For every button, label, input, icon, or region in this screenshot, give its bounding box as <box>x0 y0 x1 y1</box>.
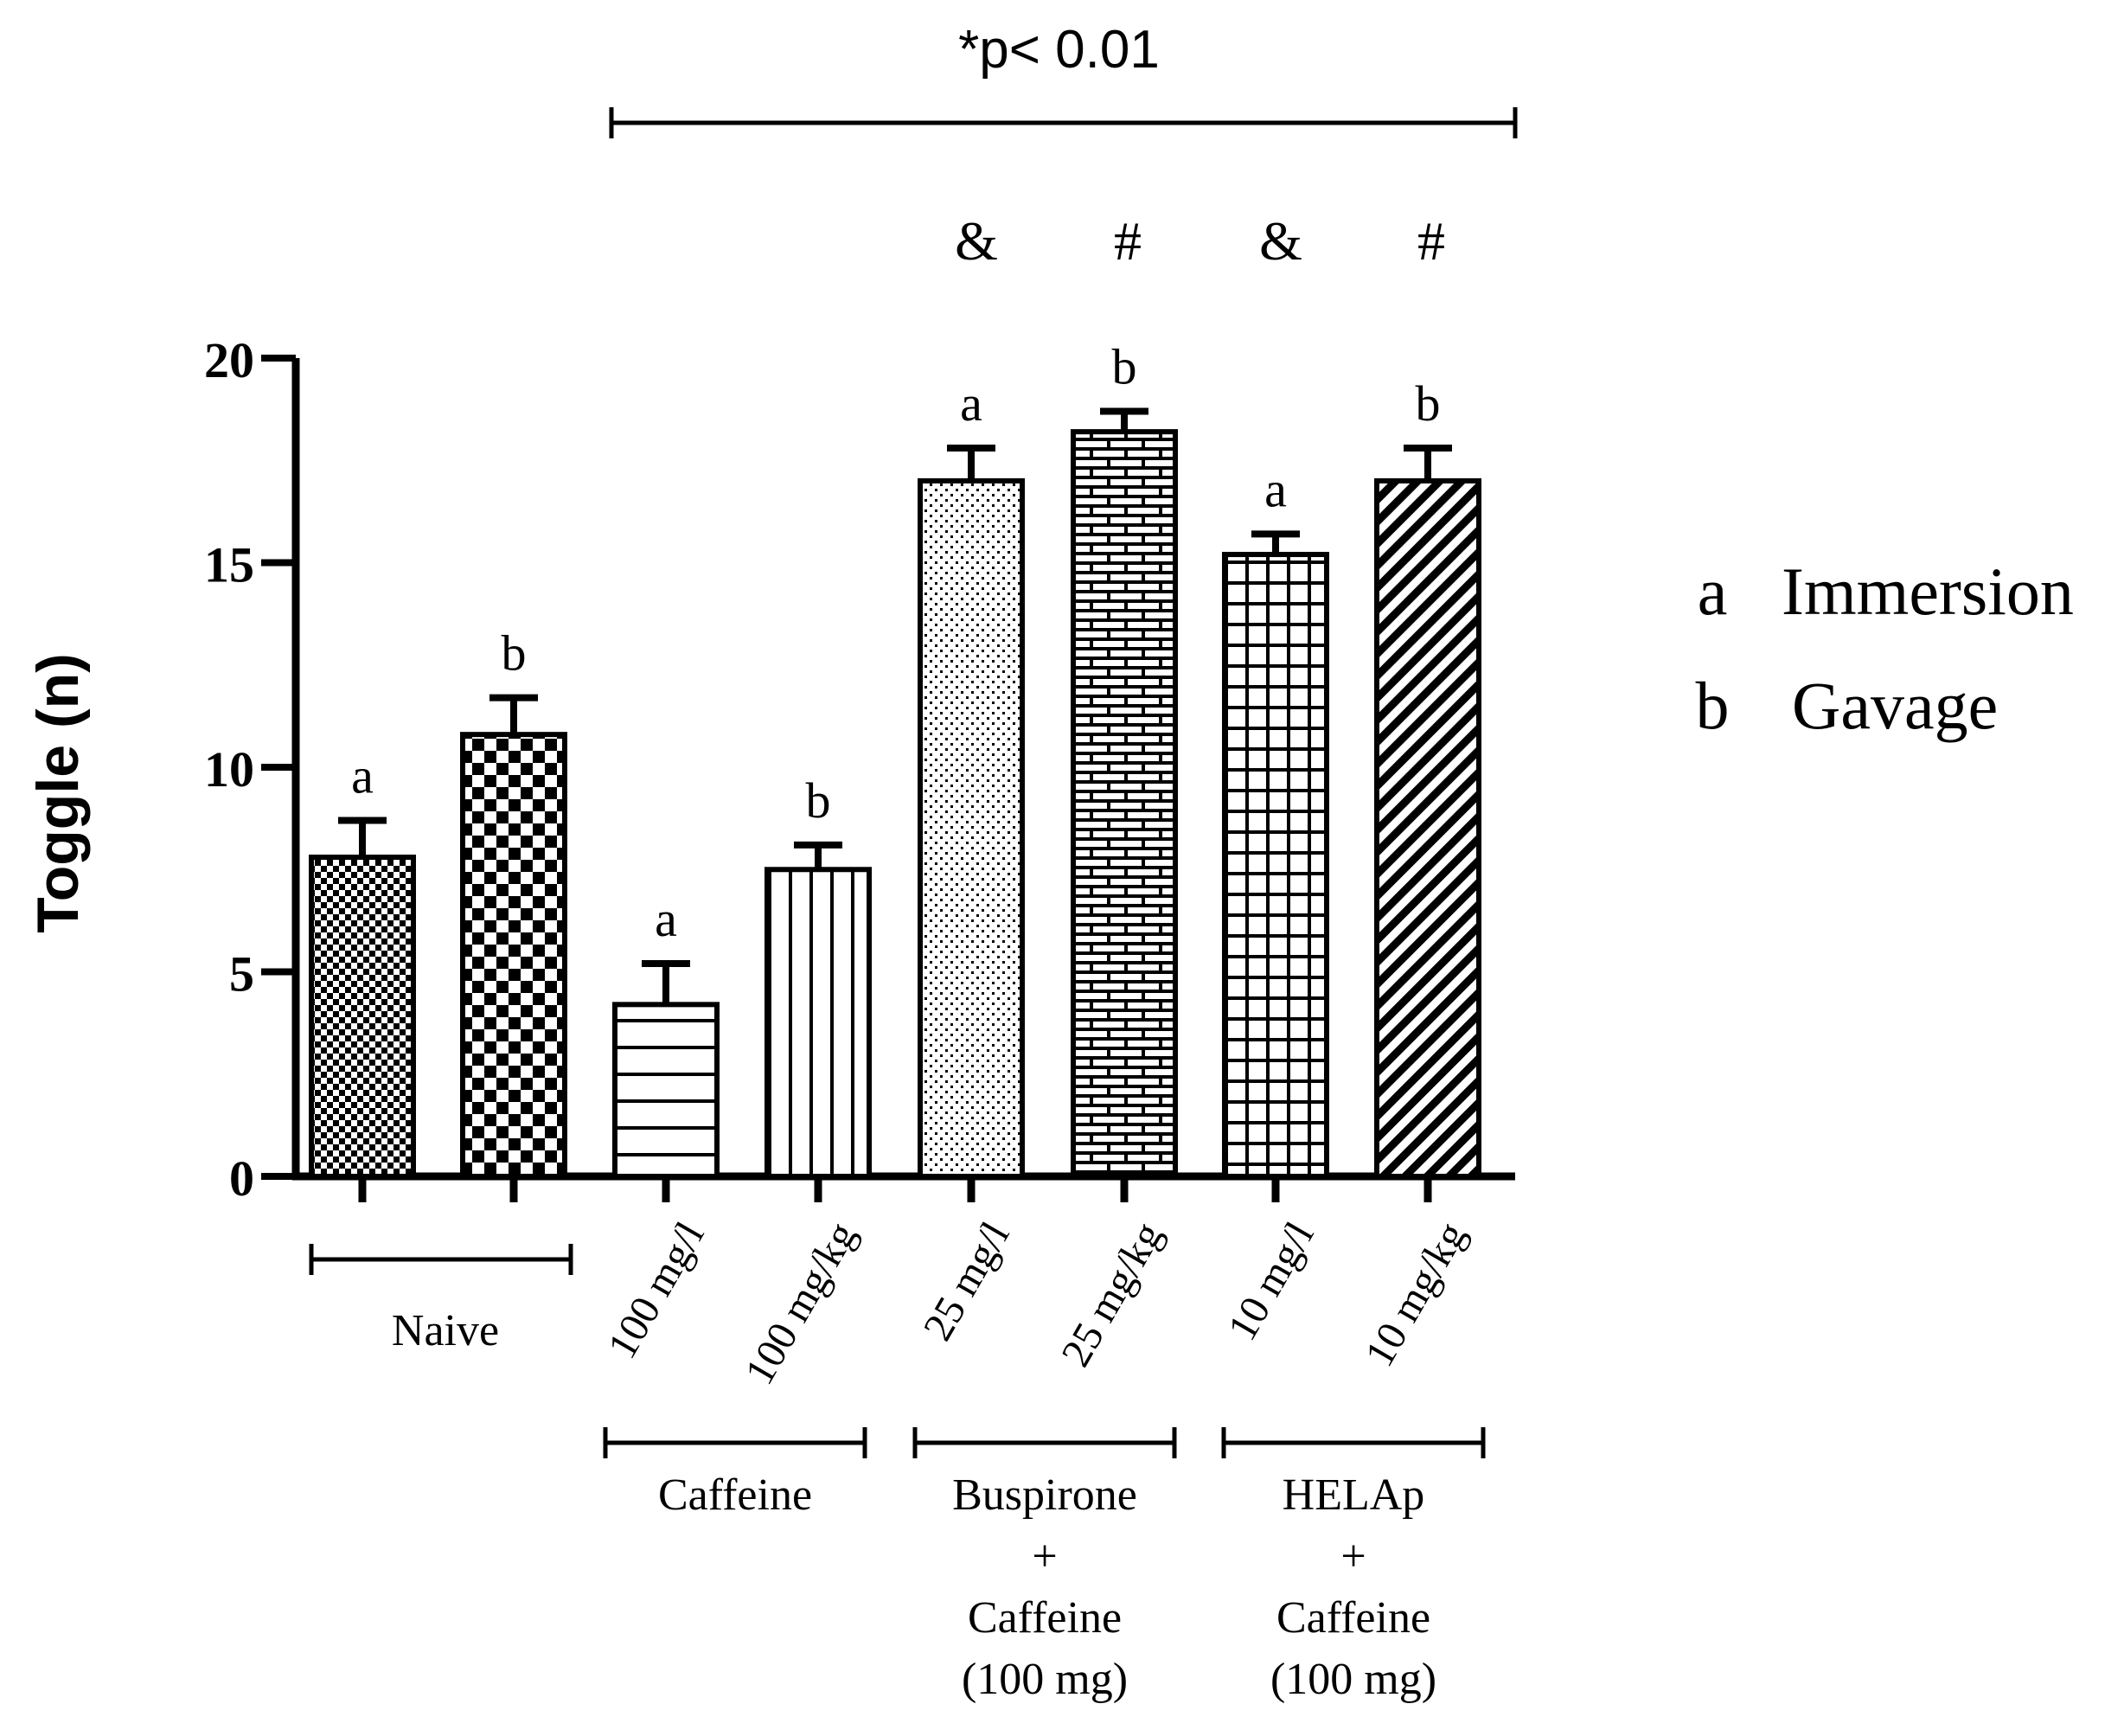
group-labels: 100 mg/l 100 mg/kg 25 mg/l 25 mg/kg 10 mg/l 1… <box>309 1214 1486 1704</box>
bar-4 <box>765 867 872 1179</box>
bar-significance-mark: & <box>1259 210 1302 272</box>
bar-significance-mark: & <box>955 210 998 272</box>
significance-bracket: *p< 0.01 <box>609 20 1518 138</box>
y-tick-label: 0 <box>229 1150 254 1207</box>
legend-label: Gavage <box>1792 668 1998 743</box>
y-tick-label: 10 <box>204 741 254 798</box>
y-tick-label: 15 <box>204 537 254 593</box>
dose-label: 100 mg/kg <box>736 1214 865 1392</box>
bar-route-letter: a <box>351 747 374 804</box>
bar-2 <box>460 732 567 1179</box>
group-label-line: Naive <box>392 1306 499 1355</box>
legend: a Immersion b Gavage <box>1696 554 2074 743</box>
legend-label: Immersion <box>1782 554 2074 629</box>
y-tick-label: 20 <box>204 332 254 388</box>
group-label-line: + <box>1340 1532 1366 1581</box>
y-tick-label: 5 <box>229 946 254 1003</box>
bars <box>309 407 1481 1179</box>
dose-label: 10 mg/kg <box>1356 1214 1475 1374</box>
group-label-line: Caffeine <box>968 1593 1122 1643</box>
bar-route-letter: a <box>960 375 982 432</box>
bar-route-letter: b <box>502 625 527 682</box>
group-label-line: Caffeine <box>1276 1593 1430 1643</box>
bar-route-letter: b <box>1112 338 1137 394</box>
bar-5 <box>918 477 1025 1179</box>
dose-label: 25 mg/l <box>915 1214 1019 1348</box>
group-label-line: Caffeine <box>658 1470 812 1520</box>
bar-route-letter: b <box>1416 375 1441 432</box>
bar-significance-mark: # <box>1417 210 1445 272</box>
bar-8 <box>1374 477 1481 1179</box>
group-label-line: + <box>1032 1532 1057 1581</box>
y-axis-title: Toggle (n) <box>25 653 91 933</box>
bar-route-letter: b <box>806 772 831 829</box>
dose-label: 10 mg/l <box>1219 1214 1323 1348</box>
dose-label: 25 mg/kg <box>1052 1214 1171 1374</box>
bar-7 <box>1222 552 1329 1179</box>
legend-key: a <box>1698 554 1728 629</box>
bar-1 <box>309 855 416 1179</box>
group-label-line: (100 mg) <box>1270 1655 1436 1704</box>
significance-label: *p< 0.01 <box>958 20 1160 80</box>
bar-significance-mark: # <box>1114 210 1142 272</box>
dose-label: 100 mg/l <box>599 1214 713 1366</box>
bar-6 <box>1071 429 1178 1179</box>
bar-annotations: a b a b a & b # a & b # <box>351 210 1445 947</box>
bar-route-letter: a <box>1264 461 1287 517</box>
group-label-line: Buspirone <box>952 1470 1137 1520</box>
bar-route-letter: a <box>655 891 677 947</box>
group-label-line: (100 mg) <box>962 1655 1128 1704</box>
bar-3 <box>612 1002 720 1179</box>
legend-key: b <box>1696 668 1730 743</box>
group-label-line: HELAp <box>1283 1470 1425 1520</box>
